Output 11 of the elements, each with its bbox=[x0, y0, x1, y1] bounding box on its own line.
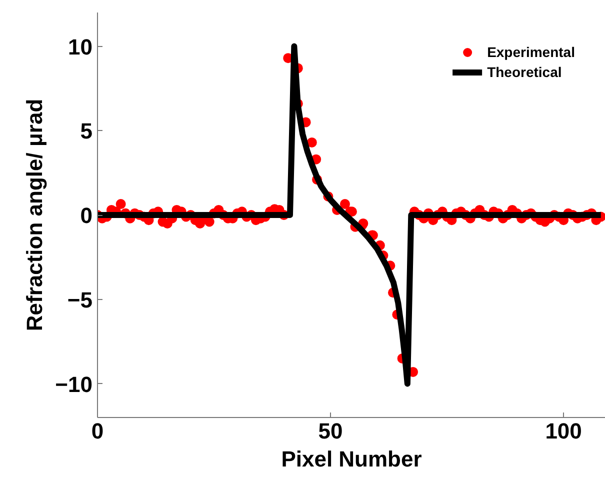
y-tick-label: −10 bbox=[55, 372, 93, 397]
legend-label: Experimental bbox=[487, 44, 575, 60]
x-axis-title: Pixel Number bbox=[281, 446, 422, 472]
y-tick-label: 0 bbox=[80, 203, 93, 228]
x-tick-label: 50 bbox=[318, 418, 343, 444]
legend-label: Theoretical bbox=[487, 64, 562, 80]
x-tick-label: 100 bbox=[545, 418, 582, 444]
y-tick-label: 10 bbox=[68, 34, 93, 60]
y-axis-title: Refraction angle/ μrad bbox=[22, 98, 48, 332]
y-tick-label: 5 bbox=[80, 118, 93, 144]
y-tick-label: −5 bbox=[67, 287, 93, 312]
